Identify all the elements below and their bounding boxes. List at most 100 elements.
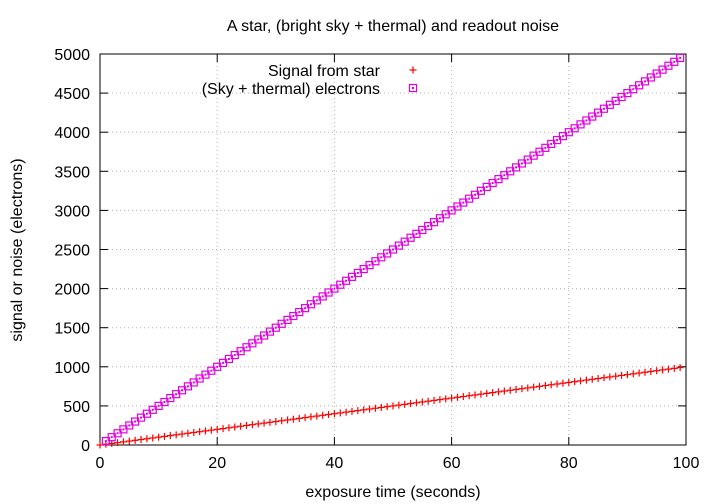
data-point-star (477, 390, 485, 398)
data-point-star (354, 407, 362, 415)
square-marker-dot (192, 381, 195, 384)
square-marker-dot (556, 139, 559, 142)
data-point-star (330, 410, 338, 418)
square-marker-dot (538, 150, 541, 153)
data-point-star (483, 389, 491, 397)
data-point-star (131, 436, 139, 444)
data-point-star (260, 419, 268, 427)
data-point-star (670, 364, 678, 372)
square-marker-dot (427, 225, 430, 228)
y-tick-label: 3000 (54, 203, 90, 220)
square-marker-dot (474, 193, 477, 196)
square-marker-dot (327, 291, 330, 294)
square-marker-dot (222, 361, 225, 364)
square-marker-dot (561, 135, 564, 138)
data-point-star (266, 418, 274, 426)
square-marker-dot (362, 268, 365, 271)
square-marker-dot (298, 311, 301, 314)
x-tick-label: 20 (208, 455, 226, 472)
data-point-star (418, 398, 426, 406)
data-point-star (166, 432, 174, 440)
legend-label-sky: (Sky + thermal) electrons (202, 81, 380, 98)
square-marker-dot (438, 217, 441, 220)
data-point-star (465, 392, 473, 400)
data-point-star (348, 407, 356, 415)
square-marker-dot (339, 283, 342, 286)
square-marker-dot (122, 428, 125, 431)
data-point-star (623, 371, 631, 379)
square-marker-dot (245, 346, 248, 349)
square-marker-dot (602, 107, 605, 110)
data-point-star (612, 372, 620, 380)
data-point-star (453, 393, 461, 401)
square-marker-dot (638, 84, 641, 87)
square-marker-dot (491, 182, 494, 185)
x-tick-label: 40 (326, 455, 344, 472)
data-point-star (407, 400, 415, 408)
data-point-star (254, 420, 262, 428)
square-marker-dot (239, 350, 242, 353)
data-point-star (301, 414, 309, 422)
square-marker-dot (169, 397, 172, 400)
square-marker-dot (620, 96, 623, 99)
data-point-star (213, 425, 221, 433)
data-point-star (518, 385, 526, 393)
data-point-star (289, 415, 297, 423)
legend-label-signal: Signal from star (268, 63, 381, 80)
data-point-star (659, 366, 667, 374)
square-marker-dot (661, 68, 664, 71)
square-marker-dot (321, 295, 324, 298)
data-point-star (588, 375, 596, 383)
data-point-star (459, 393, 467, 401)
square-marker-dot (520, 162, 523, 165)
data-point-star (494, 388, 502, 396)
data-point-star (114, 439, 122, 447)
data-point-star (342, 408, 350, 416)
square-marker-dot (157, 404, 160, 407)
data-point-star (184, 429, 192, 437)
data-point-star (664, 365, 672, 373)
square-marker-dot (116, 432, 119, 435)
data-point-star (143, 435, 151, 443)
square-marker-dot (128, 424, 131, 427)
square-marker-dot (479, 189, 482, 192)
square-marker-dot (386, 252, 389, 255)
data-point-star (295, 414, 303, 422)
square-marker-dot (573, 127, 576, 130)
data-point-star (635, 369, 643, 377)
data-point-star (313, 412, 321, 420)
x-axis-label: exposure time (seconds) (305, 484, 480, 501)
legend-marker-square (408, 83, 418, 93)
square-marker-dot (251, 342, 254, 345)
data-point-star (243, 421, 250, 429)
square-marker-dot (292, 314, 295, 317)
square-marker-dot (140, 416, 143, 419)
square-marker-dot (462, 201, 465, 204)
square-marker-dot (110, 436, 113, 439)
data-point-star (190, 428, 198, 436)
square-marker-dot (134, 420, 137, 423)
square-marker-dot (186, 385, 189, 388)
square-marker-dot (315, 299, 318, 302)
square-marker-dot (673, 60, 676, 63)
square-marker-dot (210, 369, 213, 372)
data-point-star (471, 391, 479, 399)
square-marker-dot (550, 142, 553, 145)
data-point-star (248, 421, 256, 429)
data-point-star (606, 373, 614, 381)
data-point-star (360, 406, 368, 414)
x-tick-label: 60 (443, 455, 461, 472)
y-tick-label: 5000 (54, 47, 90, 64)
data-point-star (284, 416, 292, 424)
data-point-star (336, 409, 344, 417)
data-point-star (272, 418, 280, 426)
data-point-star (436, 396, 444, 404)
square-marker-dot (497, 178, 500, 181)
square-marker-dot (485, 185, 488, 188)
square-marker-dot (280, 322, 283, 325)
data-point-star (119, 438, 127, 446)
data-point-star (219, 425, 227, 433)
data-point-star (541, 382, 549, 390)
data-point-star (430, 396, 438, 404)
